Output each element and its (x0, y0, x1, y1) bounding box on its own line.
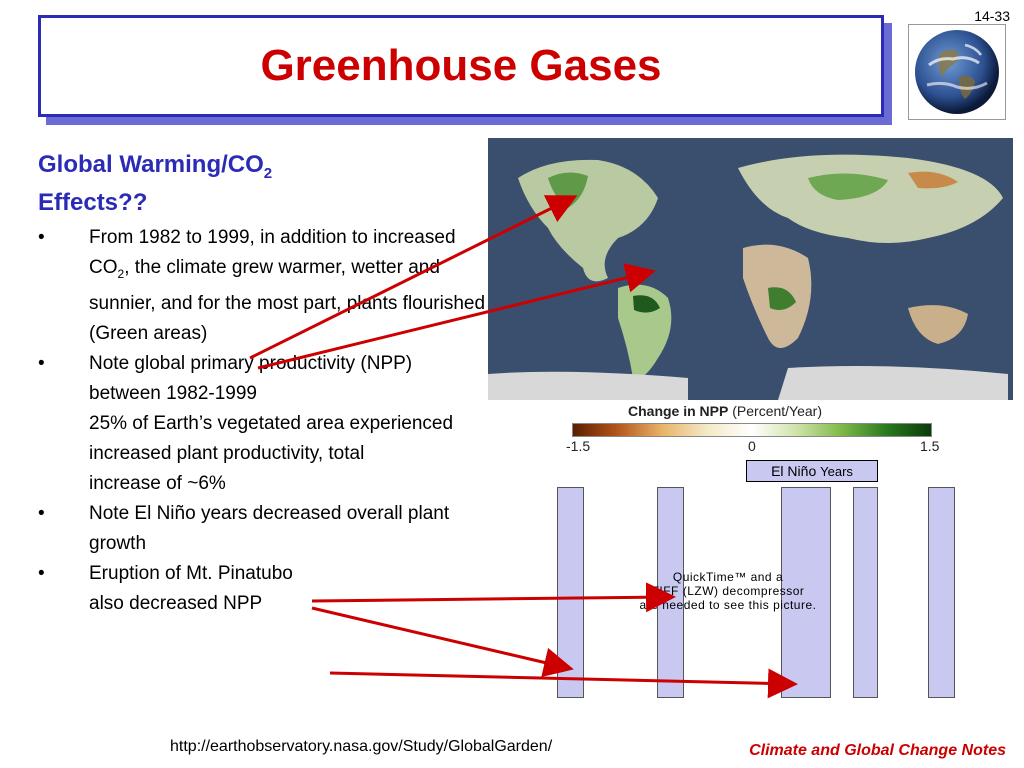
bullet-symbol: • (38, 502, 45, 524)
earth-globe-icon (909, 25, 1005, 119)
source-url-link[interactable]: http://earthobservatory.nasa.gov/Study/G… (170, 738, 553, 755)
slide-title: Greenhouse Gases (260, 41, 662, 90)
earth-globe-image (908, 24, 1006, 120)
legend-color-scale (572, 423, 932, 437)
legend-title: Change in NPP (Percent/Year) (628, 403, 822, 419)
section-heading: Global Warming/CO2 Effects?? (38, 151, 273, 216)
legend-tick-min: -1.5 (566, 438, 591, 454)
content-text: Global Warming/CO2 Effects?? • From 1982… (38, 150, 488, 619)
footer-note: Climate and Global Change Notes (749, 742, 1006, 759)
bullet-item: • Note El Niño years decreased overall p… (38, 499, 488, 559)
bullet-symbol: • (38, 562, 45, 584)
title-box: Greenhouse Gases (38, 15, 884, 117)
el-nino-year-bar (781, 487, 831, 698)
slide-number: 14-33 (974, 8, 1010, 24)
el-nino-years-label: El Niño Years (746, 460, 878, 482)
world-map-icon (488, 138, 1013, 400)
el-nino-year-bar (928, 487, 955, 698)
el-nino-year-bar (557, 487, 584, 698)
legend-tick-max: 1.5 (920, 438, 940, 454)
bullet-item: • Note global primary productivity (NPP)… (38, 349, 488, 499)
npp-change-world-map (488, 138, 1013, 400)
npp-legend: Change in NPP (Percent/Year) -1.5 0 1.5 (560, 400, 960, 460)
bullet-list: • From 1982 to 1999, in addition to incr… (38, 223, 488, 619)
bullet-item: • From 1982 to 1999, in addition to incr… (38, 223, 488, 349)
el-nino-year-bar (853, 487, 878, 698)
quicktime-placeholder-message: QuickTime™ and a TIFF (LZW) decompressor… (639, 570, 817, 612)
legend-tick-zero: 0 (748, 438, 756, 454)
bullet-symbol: • (38, 352, 45, 374)
bullet-symbol: • (38, 226, 45, 248)
bullet-item: • Eruption of Mt. Pinatubo also decrease… (38, 559, 488, 619)
